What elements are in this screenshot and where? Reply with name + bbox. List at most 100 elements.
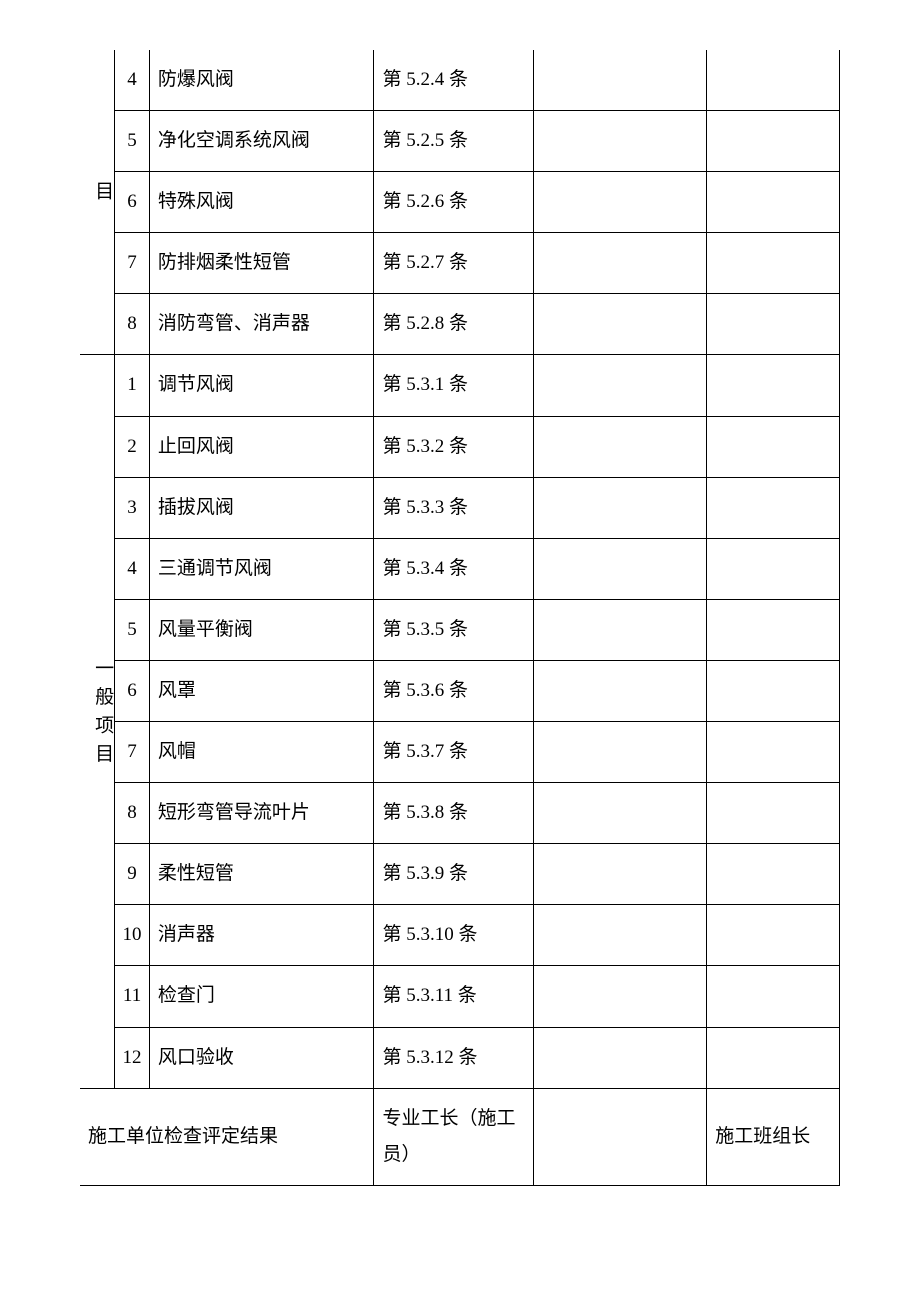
result-cell xyxy=(533,783,707,844)
item-ref: 第 5.2.8 条 xyxy=(374,294,533,355)
result-cell xyxy=(533,294,707,355)
result-cell xyxy=(533,905,707,966)
item-name: 特殊风阀 xyxy=(149,172,374,233)
row-num: 2 xyxy=(115,416,150,477)
item-name: 风口验收 xyxy=(149,1027,374,1088)
item-ref: 第 5.2.7 条 xyxy=(374,233,533,294)
row-num: 12 xyxy=(115,1027,150,1088)
inspection-table: 目 4 防爆风阀 第 5.2.4 条 5 净化空调系统风阀 第 5.2.5 条 … xyxy=(80,50,840,1186)
result-cell xyxy=(707,966,840,1027)
row-num: 5 xyxy=(115,599,150,660)
table-row: 5 风量平衡阀 第 5.3.5 条 xyxy=(80,599,840,660)
result-cell xyxy=(707,111,840,172)
result-cell xyxy=(707,416,840,477)
item-ref: 第 5.3.8 条 xyxy=(374,783,533,844)
result-cell xyxy=(707,477,840,538)
footer-row: 施工单位检查评定结果 专业工长（施工员） 施工班组长 xyxy=(80,1088,840,1185)
result-cell xyxy=(533,660,707,721)
category-label-1: 目 xyxy=(84,181,120,210)
item-name: 防排烟柔性短管 xyxy=(149,233,374,294)
row-num: 9 xyxy=(115,844,150,905)
table-row: 7 风帽 第 5.3.7 条 xyxy=(80,722,840,783)
result-cell xyxy=(533,966,707,1027)
result-cell xyxy=(707,660,840,721)
table-row: 6 风罩 第 5.3.6 条 xyxy=(80,660,840,721)
result-cell xyxy=(707,905,840,966)
result-cell xyxy=(533,477,707,538)
result-cell xyxy=(707,722,840,783)
result-cell xyxy=(707,538,840,599)
table-row: 7 防排烟柔性短管 第 5.2.7 条 xyxy=(80,233,840,294)
row-num: 4 xyxy=(115,538,150,599)
item-name: 柔性短管 xyxy=(149,844,374,905)
row-num: 8 xyxy=(115,294,150,355)
item-ref: 第 5.3.1 条 xyxy=(374,355,533,416)
row-num: 4 xyxy=(115,50,150,111)
result-cell xyxy=(533,50,707,111)
item-ref: 第 5.2.4 条 xyxy=(374,50,533,111)
item-ref: 第 5.3.2 条 xyxy=(374,416,533,477)
result-cell xyxy=(533,111,707,172)
result-cell xyxy=(533,538,707,599)
item-name: 消防弯管、消声器 xyxy=(149,294,374,355)
row-num: 1 xyxy=(115,355,150,416)
row-num: 10 xyxy=(115,905,150,966)
item-name: 风帽 xyxy=(149,722,374,783)
category-cell-1: 目 xyxy=(80,50,115,355)
item-name: 风量平衡阀 xyxy=(149,599,374,660)
item-ref: 第 5.3.11 条 xyxy=(374,966,533,1027)
item-name: 短形弯管导流叶片 xyxy=(149,783,374,844)
item-ref: 第 5.2.6 条 xyxy=(374,172,533,233)
item-ref: 第 5.3.10 条 xyxy=(374,905,533,966)
foreman-value-cell xyxy=(533,1088,707,1185)
item-ref: 第 5.3.12 条 xyxy=(374,1027,533,1088)
table-row: 4 三通调节风阀 第 5.3.4 条 xyxy=(80,538,840,599)
result-cell xyxy=(707,783,840,844)
category-cell-2: 一般项目 xyxy=(80,355,115,1088)
table-row: 11 检查门 第 5.3.11 条 xyxy=(80,966,840,1027)
result-cell xyxy=(707,233,840,294)
table-row: 10 消声器 第 5.3.10 条 xyxy=(80,905,840,966)
item-name: 消声器 xyxy=(149,905,374,966)
result-cell xyxy=(707,599,840,660)
result-cell xyxy=(707,355,840,416)
item-ref: 第 5.3.5 条 xyxy=(374,599,533,660)
item-name: 止回风阀 xyxy=(149,416,374,477)
item-name: 净化空调系统风阀 xyxy=(149,111,374,172)
result-cell xyxy=(533,599,707,660)
item-ref: 第 5.3.9 条 xyxy=(374,844,533,905)
result-cell xyxy=(533,355,707,416)
item-name: 三通调节风阀 xyxy=(149,538,374,599)
document-page: 目 4 防爆风阀 第 5.2.4 条 5 净化空调系统风阀 第 5.2.5 条 … xyxy=(80,50,840,1186)
table-row: 5 净化空调系统风阀 第 5.2.5 条 xyxy=(80,111,840,172)
result-cell xyxy=(707,172,840,233)
result-cell xyxy=(707,844,840,905)
table-row: 6 特殊风阀 第 5.2.6 条 xyxy=(80,172,840,233)
result-cell xyxy=(533,172,707,233)
result-cell xyxy=(533,1027,707,1088)
row-num: 11 xyxy=(115,966,150,1027)
row-num: 5 xyxy=(115,111,150,172)
result-cell xyxy=(533,722,707,783)
row-num: 3 xyxy=(115,477,150,538)
result-cell xyxy=(707,50,840,111)
foreman-label-cell: 专业工长（施工员） xyxy=(374,1088,533,1185)
item-ref: 第 5.3.4 条 xyxy=(374,538,533,599)
table-row: 8 消防弯管、消声器 第 5.2.8 条 xyxy=(80,294,840,355)
result-cell xyxy=(707,1027,840,1088)
item-name: 检查门 xyxy=(149,966,374,1027)
result-cell xyxy=(533,416,707,477)
row-num: 7 xyxy=(115,233,150,294)
item-ref: 第 5.2.5 条 xyxy=(374,111,533,172)
table-row: 目 4 防爆风阀 第 5.2.4 条 xyxy=(80,50,840,111)
item-ref: 第 5.3.3 条 xyxy=(374,477,533,538)
result-cell xyxy=(707,294,840,355)
result-label-cell: 施工单位检查评定结果 xyxy=(80,1088,374,1185)
item-name: 插拔风阀 xyxy=(149,477,374,538)
result-cell xyxy=(533,233,707,294)
table-row: 9 柔性短管 第 5.3.9 条 xyxy=(80,844,840,905)
team-leader-label-cell: 施工班组长 xyxy=(707,1088,840,1185)
item-ref: 第 5.3.7 条 xyxy=(374,722,533,783)
result-cell xyxy=(533,844,707,905)
item-name: 风罩 xyxy=(149,660,374,721)
